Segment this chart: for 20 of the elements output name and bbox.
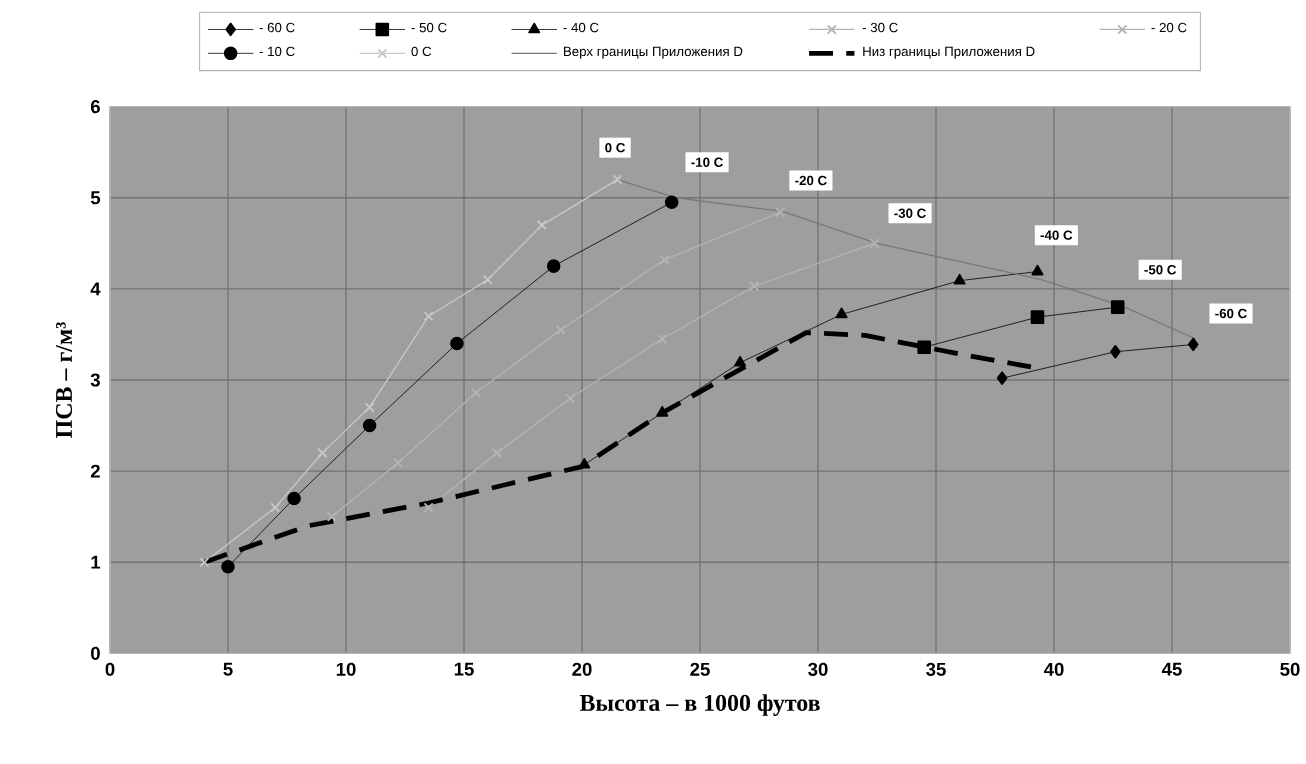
x-tick-label: 50 (1280, 662, 1300, 676)
y-tick-label: 0 (91, 646, 100, 660)
x-tick-label: 35 (926, 662, 946, 676)
x-tick-label: 40 (1043, 662, 1064, 676)
x-tick-label: 10 (336, 662, 356, 676)
y-tick-label: 2 (90, 464, 100, 478)
x-tick-label: 20 (572, 662, 592, 676)
y-tick-label: 4 (90, 282, 101, 296)
x-tick-label: 45 (1161, 662, 1182, 676)
y-tick-label: 5 (90, 191, 101, 205)
x-tick-label: 15 (454, 662, 474, 676)
y-tick-label: 1 (91, 555, 101, 569)
y-tick-label: 3 (90, 373, 100, 387)
y-tick-label: 6 (90, 100, 100, 114)
x-tick-label: 30 (808, 662, 828, 676)
x-tick-label: 25 (690, 662, 710, 676)
x-tick-label: 0 (105, 662, 115, 676)
x-tick-label: 5 (223, 662, 233, 676)
y-axis-title: ПСВ – г/м³ (55, 322, 73, 438)
x-axis-title: Высота – в 1000 футов (579, 694, 820, 716)
